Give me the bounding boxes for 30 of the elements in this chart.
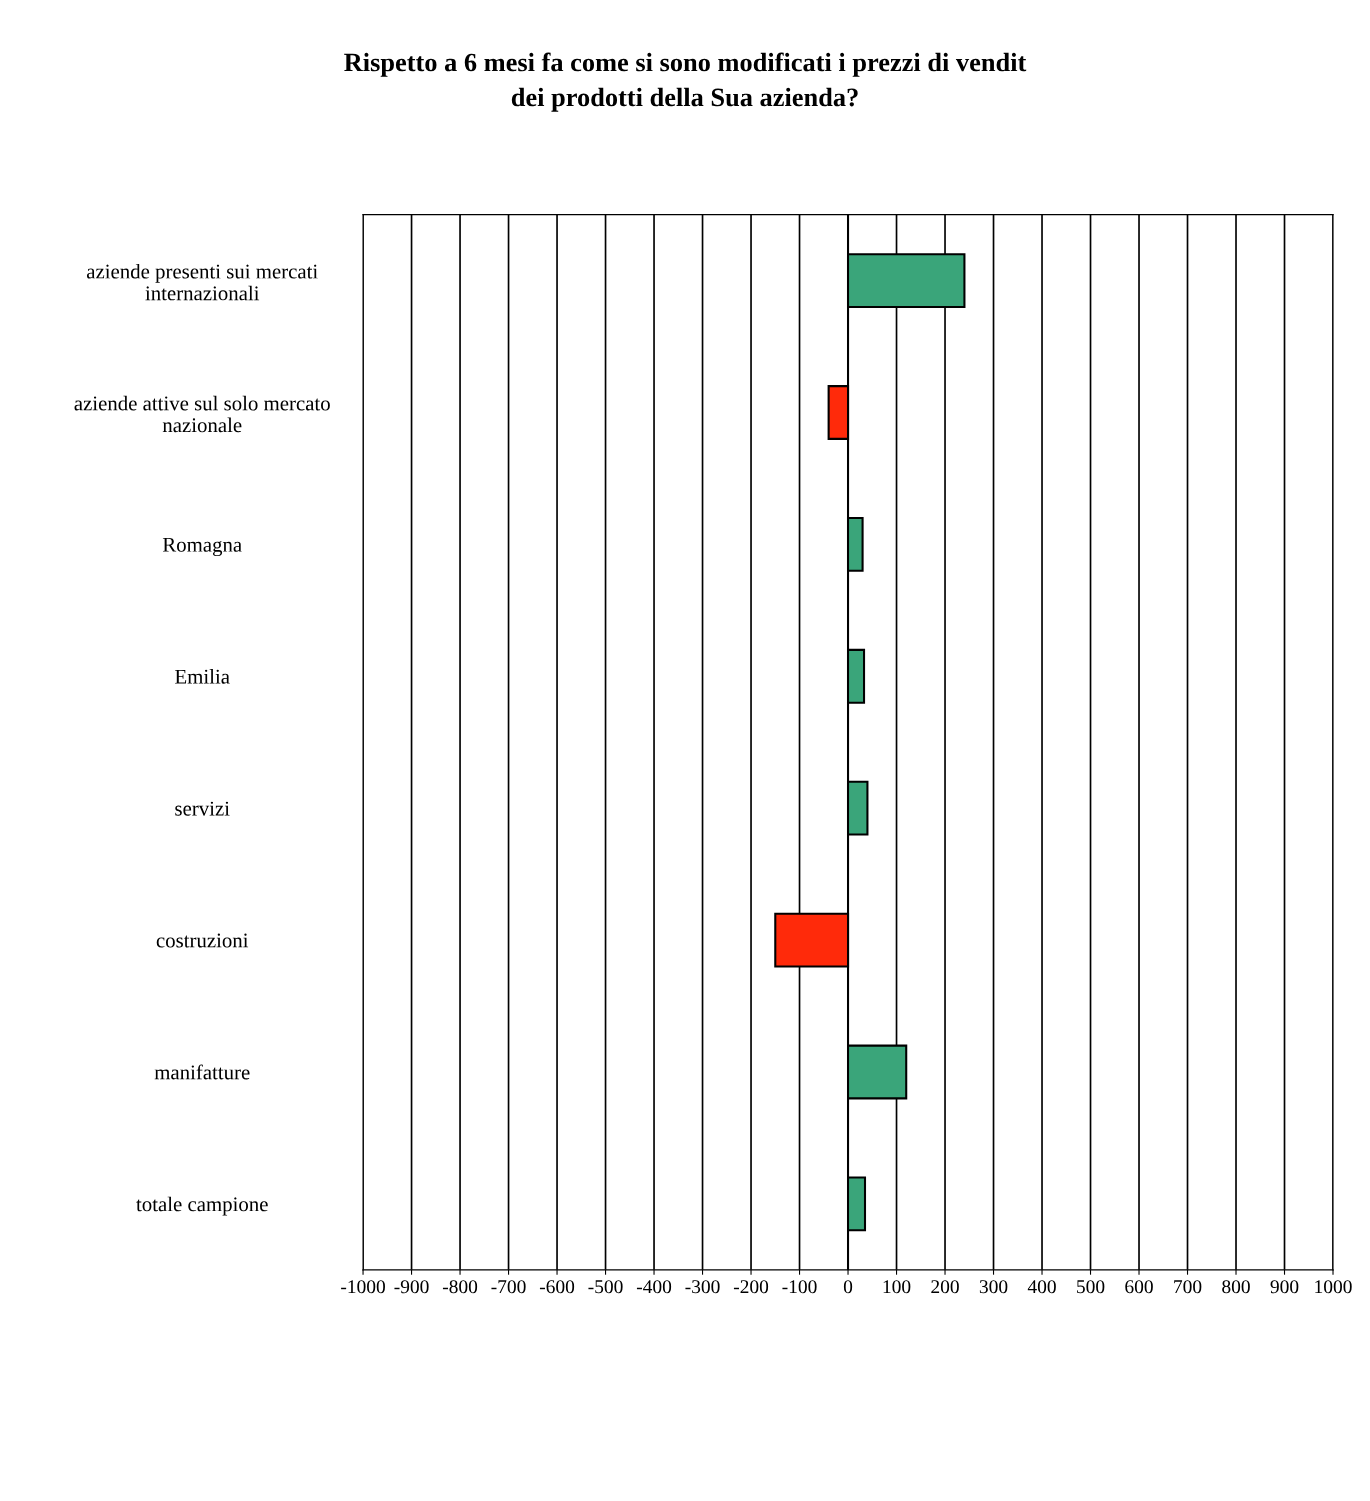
y-tick-label: Emilia	[175, 669, 230, 684]
x-tick-label: 1000	[1315, 1280, 1352, 1294]
x-tick-label: 0	[843, 1280, 853, 1294]
x-tick-label: 300	[979, 1280, 1008, 1294]
x-tick-label: -1000	[341, 1280, 385, 1294]
x-tick-label: -600	[539, 1280, 575, 1294]
x-tick-label: 400	[1027, 1280, 1056, 1294]
x-tick-label: 200	[931, 1280, 959, 1294]
y-tick-label: manifatture	[154, 1064, 250, 1080]
x-tick-label: -700	[491, 1280, 526, 1294]
x-tick-label: 600	[1125, 1280, 1153, 1294]
x-tick-label: -100	[782, 1280, 817, 1294]
x-tick-label: 500	[1077, 1280, 1105, 1294]
y-tick-label: aziende presenti sui mercati internazionali	[86, 263, 318, 301]
x-tick-label: -800	[442, 1280, 478, 1294]
x-tick-label: 700	[1174, 1280, 1202, 1294]
y-tick-label: totale campione	[136, 1196, 268, 1216]
x-tick-label: 100	[883, 1280, 911, 1294]
y-tick-label: costruzioni	[156, 933, 249, 948]
y-tick-label: Romagna	[162, 537, 242, 557]
x-tick-label: 900	[1270, 1280, 1299, 1294]
y-tick-label: aziende attive sul solo mercato nazionale	[74, 395, 330, 433]
x-tick-label: -900	[394, 1280, 429, 1294]
chart-title: Rispetto a 6 mesi fa come si sono modificati i prezzi di vendit dei prodotti della Sua azienda?	[344, 52, 1027, 112]
x-tick-label: -200	[733, 1280, 769, 1294]
x-tick-label: -300	[685, 1280, 720, 1294]
y-tick-label: servizi	[175, 801, 230, 816]
x-tick-label: -500	[588, 1280, 623, 1294]
x-tick-label: -400	[636, 1280, 672, 1294]
x-tick-label: 800	[1222, 1280, 1250, 1294]
